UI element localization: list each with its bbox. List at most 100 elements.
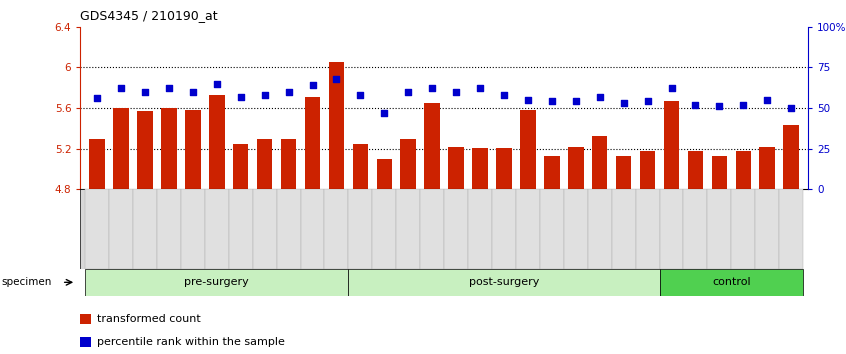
Bar [472,148,488,189]
Point [665,86,678,91]
Bar [707,189,731,269]
Bar [257,138,272,189]
Bar [349,269,660,296]
Bar [109,189,133,269]
Text: control: control [712,277,750,287]
Point [473,86,486,91]
Bar [688,151,703,189]
Point [521,97,535,103]
Bar [205,189,228,269]
Point [354,92,367,98]
Bar [735,151,751,189]
Point [689,102,702,108]
Point [402,89,415,95]
Point [640,99,654,104]
Bar [157,189,181,269]
Point [330,76,343,81]
Bar [400,138,416,189]
Bar [492,189,516,269]
Bar [113,108,129,189]
Bar [497,148,512,189]
Bar [711,156,728,189]
Bar [520,110,536,189]
Point [545,99,558,104]
Bar [85,189,109,269]
Point [593,94,607,99]
Bar [568,147,584,189]
Bar [783,125,799,189]
Point [761,97,774,103]
Point [258,92,272,98]
Bar [349,189,372,269]
Bar [161,108,177,189]
Bar [137,111,153,189]
Bar [277,189,300,269]
Text: pre-surgery: pre-surgery [184,277,250,287]
Bar [444,189,468,269]
Bar [612,189,635,269]
Bar [353,144,368,189]
Bar [329,62,344,189]
Text: percentile rank within the sample: percentile rank within the sample [97,337,285,347]
Bar [664,101,679,189]
Point [712,103,726,109]
Bar [181,189,205,269]
Bar [592,136,607,189]
Bar [209,95,224,189]
Bar [448,147,464,189]
Point [210,81,223,86]
Bar [760,147,775,189]
Bar [253,189,277,269]
Point [449,89,463,95]
Bar [516,189,540,269]
Point [91,95,104,101]
Point [305,82,319,88]
Bar [396,189,420,269]
Point [737,102,750,108]
Bar [779,189,803,269]
Point [784,105,798,111]
Bar [300,189,325,269]
Bar [588,189,612,269]
Bar [425,103,440,189]
Bar [228,189,253,269]
Bar [185,110,201,189]
Bar [281,138,296,189]
Point [162,86,176,91]
Point [186,89,200,95]
Bar [325,189,349,269]
Text: GDS4345 / 210190_at: GDS4345 / 210190_at [80,9,218,22]
Bar [420,189,444,269]
Bar [233,144,249,189]
Bar [376,159,392,189]
Bar [616,156,631,189]
Bar [660,269,803,296]
Bar [563,189,588,269]
Point [426,86,439,91]
Bar [731,189,755,269]
Text: post-surgery: post-surgery [469,277,539,287]
Bar [635,189,660,269]
Bar [133,189,157,269]
Bar [305,97,321,189]
Bar [660,189,684,269]
Point [569,99,583,104]
Point [377,110,391,116]
Bar [544,156,559,189]
Bar [468,189,492,269]
Point [282,89,295,95]
Point [114,86,128,91]
Bar [755,189,779,269]
Bar [540,189,563,269]
Point [497,92,511,98]
Bar [640,151,656,189]
Bar [684,189,707,269]
Bar [85,269,349,296]
Point [617,100,630,106]
Bar [372,189,396,269]
Point [234,94,248,99]
Point [138,89,151,95]
Text: transformed count: transformed count [97,314,201,324]
Text: specimen: specimen [2,277,52,287]
Bar [90,138,105,189]
